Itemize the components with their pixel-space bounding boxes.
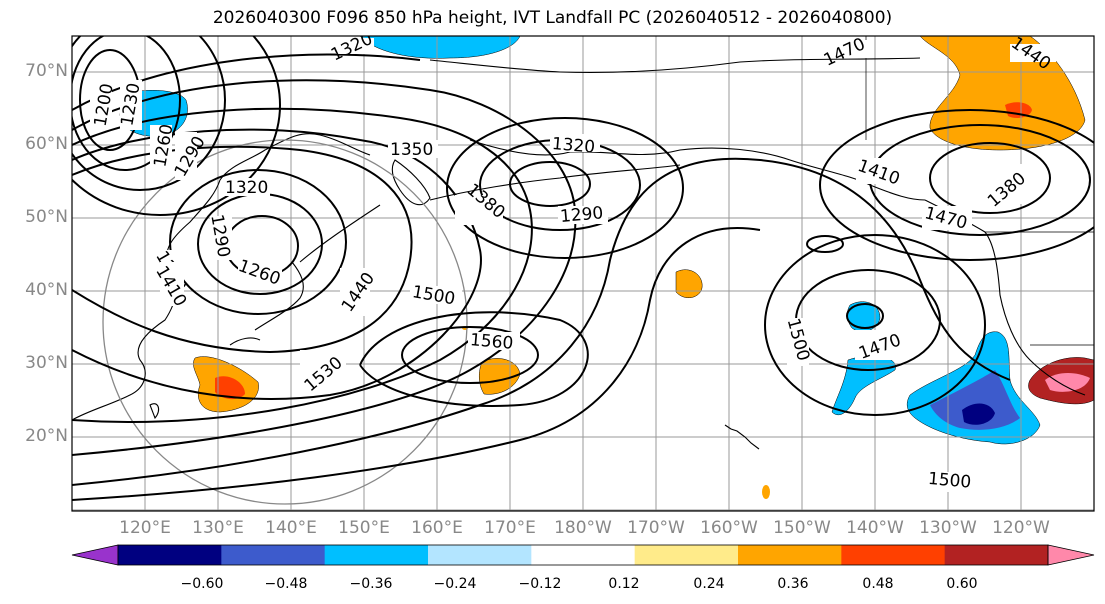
contour-label: 1290 (559, 203, 604, 227)
colorbar-tick-label: −0.36 (349, 576, 393, 592)
colorbar-swatch (944, 545, 1049, 565)
colorbar-swatch (634, 545, 739, 565)
range-circle (102, 139, 468, 505)
contour-label: 1560 (469, 330, 514, 354)
colorbar-swatch (428, 545, 532, 565)
lon-label-130w: 130°W (919, 518, 977, 538)
colorbar-tick-label: −0.48 (264, 576, 308, 592)
contour-label-layer: 1320 1470 1440 1200 1230 1260 1290 1320 … (90, 29, 1056, 493)
shade-positive-canada-core (1005, 102, 1032, 118)
colorbar-tick-label: 0.48 (862, 576, 894, 592)
lon-label-160w: 160°W (700, 518, 758, 538)
lon-label-150w: 150°W (773, 518, 831, 538)
coast-japan (229, 261, 304, 346)
shade-positive-dot-1 (762, 485, 770, 499)
colorbar-tick-label: −0.60 (180, 576, 224, 592)
shade-positive-mid-pacific (675, 269, 703, 299)
colorbar-swatch (221, 545, 326, 565)
colorbar-extend-high (1047, 544, 1095, 566)
contour-gulf-1440 (819, 109, 1094, 261)
colorbar-tick-label: −0.12 (518, 576, 562, 592)
colorbar-swatch (841, 545, 946, 565)
lon-label-160e: 160°E (411, 518, 463, 538)
lon-label-120e: 120°E (119, 518, 171, 538)
colorbar-extend-low (71, 544, 119, 566)
lon-label-140w: 140°W (846, 518, 904, 538)
coast-arctic (429, 57, 921, 74)
shade-negative-streak (831, 355, 896, 416)
contour-label: 1320 (551, 134, 596, 158)
contour-gulf-1380 (929, 142, 1051, 214)
lat-label-50: 50°N (25, 207, 68, 227)
colorbar-swatch (531, 545, 636, 565)
contour-label: 1350 (390, 140, 433, 160)
colorbar-tick-label: −0.24 (433, 576, 477, 592)
height-contours (72, 36, 1094, 501)
contour-1500 (72, 157, 1011, 486)
contour-1530 (72, 227, 761, 501)
lon-label-180w: 180°W (554, 518, 612, 538)
lat-label-60: 60°N (25, 134, 68, 154)
lon-label-170e: 170°E (484, 518, 536, 538)
colorbar-tick-label: 0.24 (693, 576, 725, 592)
map-title: 2026040300 F096 850 hPa height, IVT Land… (212, 8, 893, 28)
map-frame (71, 35, 1095, 512)
colorbar-frame (117, 544, 1049, 566)
contour-label: 1470 (821, 34, 869, 70)
colorbar-swatches (118, 545, 1049, 565)
coast-kamchatka (391, 159, 431, 206)
colorbar (71, 544, 1095, 566)
lat-label-70: 70°N (25, 61, 68, 81)
contour-1410 (72, 107, 533, 423)
contour-eastpac-1440 (846, 303, 884, 329)
coast-taiwan (149, 403, 160, 420)
colorbar-tick-label: 0.36 (777, 576, 809, 592)
contour-low-1350 (72, 145, 413, 354)
contour-label: 1320 (225, 178, 268, 198)
contour-label: 1320 (328, 29, 376, 65)
colorbar-tick-label: 0.12 (608, 576, 640, 592)
coast-aleutians (429, 164, 681, 201)
shade-positive-mexico-core (1045, 373, 1090, 392)
lon-label-170w: 170°W (627, 518, 685, 538)
lon-label-120w: 120°W (992, 518, 1050, 538)
contour-high-1560 (401, 326, 539, 384)
shade-negative-large-core (962, 403, 995, 425)
shade-positive-japan-core (215, 376, 245, 400)
colorbar-swatch (738, 545, 842, 565)
colorbar-swatch (324, 545, 429, 565)
contour-eastpac-1500 (764, 234, 986, 416)
colorbar-tick-label: 0.60 (946, 576, 978, 592)
contour-okhotsk-1260 (72, 36, 226, 191)
shade-negative-large-mid (930, 370, 1020, 430)
lon-label-140e: 140°E (265, 518, 317, 538)
contour-high-1530 (359, 311, 589, 407)
shade-positive-canada (919, 36, 1086, 151)
coast-hawaii (724, 424, 760, 450)
lon-label-150e: 150°E (338, 518, 390, 538)
contour-1380 (72, 128, 482, 400)
contour-okhotsk-1230 (72, 36, 181, 171)
coast-kuril (299, 204, 381, 263)
colorbar-swatch (118, 545, 222, 565)
contour-bering-1350 (446, 117, 684, 259)
contour-label: 1260 (236, 256, 283, 290)
contour-bering-1290 (509, 161, 591, 207)
lat-label-30: 30°N (25, 353, 68, 373)
contour-okhotsk-1290 (72, 36, 281, 216)
lat-label-40: 40°N (25, 280, 68, 300)
shade-negative-arctic (359, 36, 521, 59)
lat-label-20: 20°N (25, 426, 68, 446)
contour-label: 1500 (927, 469, 972, 493)
contour-cutoff (806, 235, 844, 253)
lon-label-130e: 130°E (192, 518, 244, 538)
